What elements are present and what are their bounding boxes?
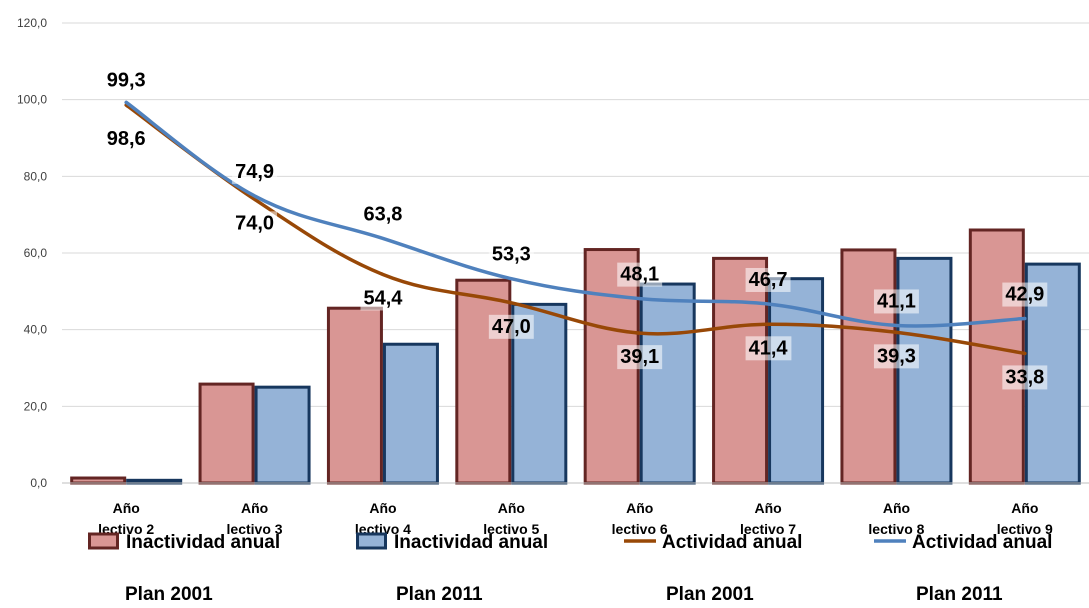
data-label: 74,9 <box>235 161 274 183</box>
data-label: 48,1 <box>620 264 659 286</box>
x-tick-label: Año <box>754 500 781 516</box>
y-tick-label: 80,0 <box>24 169 48 183</box>
data-label: 39,3 <box>877 345 916 367</box>
data-label: 46,7 <box>749 269 788 291</box>
y-tick-label: 40,0 <box>24 323 48 337</box>
x-tick-label: lectivo 3 <box>227 521 283 537</box>
bar <box>968 228 1025 485</box>
data-label-bg <box>103 68 149 93</box>
data-label: 53,3 <box>492 244 531 266</box>
data-label: 33,8 <box>1005 366 1044 388</box>
legend-label: Actividad anual <box>662 532 802 553</box>
data-label: 47,0 <box>492 316 531 338</box>
x-tick-label: Año <box>883 500 910 516</box>
x-tick-label: Año <box>1011 500 1038 516</box>
x-tick-label: Año <box>369 500 396 516</box>
data-label-bg <box>232 211 278 236</box>
data-label: 98,6 <box>107 128 146 150</box>
x-tick-label: lectivo 5 <box>483 521 539 537</box>
data-label-bg <box>1002 365 1048 390</box>
y-tick-label: 0,0 <box>30 476 47 490</box>
data-label-bg <box>617 345 663 370</box>
data-label: 41,4 <box>749 337 789 359</box>
x-tick-label: lectivo 7 <box>740 521 796 537</box>
data-label-bg <box>488 242 534 267</box>
data-label-bg <box>617 262 663 287</box>
legend-label: Inactividad anual <box>126 532 280 553</box>
legend-swatch <box>88 532 119 550</box>
bar <box>712 256 769 485</box>
data-label-bg <box>103 127 149 152</box>
bar <box>382 342 439 485</box>
data-label: 99,3 <box>107 69 146 91</box>
x-tick-label: lectivo 8 <box>868 521 924 537</box>
bar <box>326 306 383 485</box>
x-tick-label: Año <box>241 500 268 516</box>
x-tick-label: Año <box>113 500 140 516</box>
y-tick-label: 100,0 <box>17 93 47 107</box>
x-tick-label: Año <box>626 500 653 516</box>
legend-swatch <box>356 532 387 550</box>
x-tick-label: lectivo 6 <box>612 521 668 537</box>
data-label-bg <box>873 344 919 369</box>
y-tick-label: 120,0 <box>17 16 47 30</box>
data-label-bg <box>745 336 792 361</box>
x-tick-label: Año <box>498 500 525 516</box>
data-label-bg <box>360 202 406 227</box>
legend-label: Inactividad anual <box>394 532 548 553</box>
series-line <box>124 103 1027 356</box>
bar <box>254 385 311 485</box>
data-label-bg <box>232 159 278 184</box>
bar <box>198 382 255 485</box>
legend-label: Plan 2001 <box>666 584 754 605</box>
data-label: 63,8 <box>363 203 402 225</box>
legend-label: Plan 2011 <box>396 584 483 605</box>
y-tick-label: 20,0 <box>24 399 48 413</box>
data-label-bg <box>873 289 919 314</box>
legend-label: Plan 2001 <box>125 584 213 605</box>
y-tick-label: 60,0 <box>24 246 48 260</box>
data-label-bg <box>360 286 407 311</box>
data-label-bg <box>1002 282 1048 307</box>
data-label-bg <box>488 314 534 339</box>
data-label: 42,9 <box>1005 284 1044 306</box>
data-label-bg <box>745 267 791 292</box>
data-label: 54,4 <box>363 287 403 309</box>
data-label: 74,0 <box>235 212 274 234</box>
series-line <box>124 100 1027 328</box>
bar <box>455 278 512 485</box>
data-label: 41,1 <box>877 290 916 312</box>
legend-label: Plan 2011 <box>916 584 1003 605</box>
x-tick-label: lectivo 9 <box>997 521 1053 537</box>
data-label: 39,1 <box>620 346 659 368</box>
bar <box>639 282 696 485</box>
bar <box>70 476 127 485</box>
legend-label: Actividad anual <box>912 532 1052 553</box>
